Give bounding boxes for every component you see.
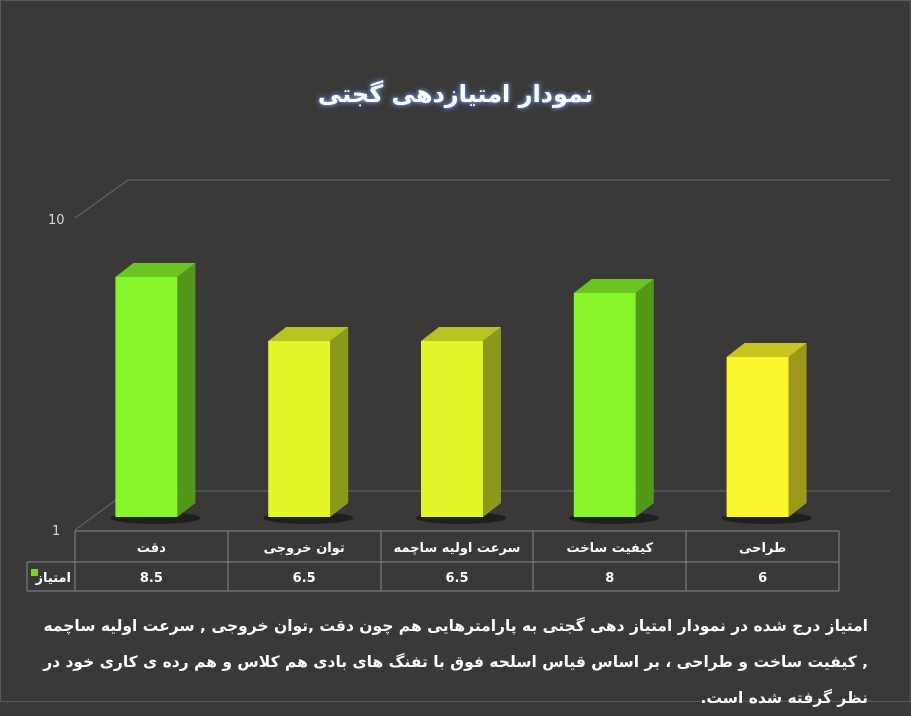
bar-0 <box>110 263 201 524</box>
bar-front-2 <box>421 341 483 517</box>
value-label-3: 8 <box>605 571 614 586</box>
value-label-1: 6.5 <box>293 571 316 586</box>
bar-front-0 <box>115 277 178 517</box>
bar-top-0 <box>115 263 196 277</box>
legend-key <box>31 569 38 576</box>
chart-title: نمودار امتیازدهی گجتی <box>317 80 594 108</box>
bars-layer <box>110 263 812 524</box>
category-label-4: طراحی <box>739 541 786 556</box>
bar-side-3 <box>635 279 654 517</box>
value-label-2: 6.5 <box>445 571 468 586</box>
bar-front-3 <box>573 293 636 517</box>
category-label-0: دقت <box>137 541 166 556</box>
back-wall-top-diagonal <box>74 179 129 219</box>
table-cells: دقت 8.5 توان خروجی 6.5 سرعت اولیه ساچمه 6.5 کی… <box>137 541 786 586</box>
value-label-4: 6 <box>758 571 767 586</box>
bar-side-4 <box>788 343 807 517</box>
bar-side-2 <box>483 327 501 517</box>
bar-1 <box>263 327 354 524</box>
data-table: امتیاز دقت 8.5 توان خروجی 6.5 سرعت اولیه ساچ… <box>26 530 840 592</box>
bar-chart: 10 1 امتیاز دقت 8.5 توان خروجی 6.5 سرعت اولی… <box>26 179 890 592</box>
bar-side-1 <box>330 327 349 517</box>
bar-side-0 <box>177 263 196 517</box>
category-label-3: کیفیت ساخت <box>566 541 653 556</box>
category-label-1: توان خروجی <box>264 541 345 556</box>
bar-front-1 <box>268 341 331 517</box>
bar-top-4 <box>726 343 807 357</box>
category-label-2: سرعت اولیه ساچمه <box>394 541 521 556</box>
bar-3 <box>568 279 659 524</box>
value-label-0: 8.5 <box>140 571 163 586</box>
bar-2 <box>416 327 506 524</box>
bar-top-1 <box>268 327 349 341</box>
bar-front-4 <box>726 357 789 517</box>
legend-series-name: امتیاز <box>35 571 71 586</box>
bar-top-2 <box>421 327 501 341</box>
bar-top-3 <box>573 279 654 293</box>
y-tick-label-top: 10 <box>48 213 65 228</box>
description-text: امتیاز درج شده در نمودار امتیاز دهی گجتی… <box>43 617 868 707</box>
y-tick-label-bottom: 1 <box>52 524 60 539</box>
bar-4 <box>721 343 812 524</box>
